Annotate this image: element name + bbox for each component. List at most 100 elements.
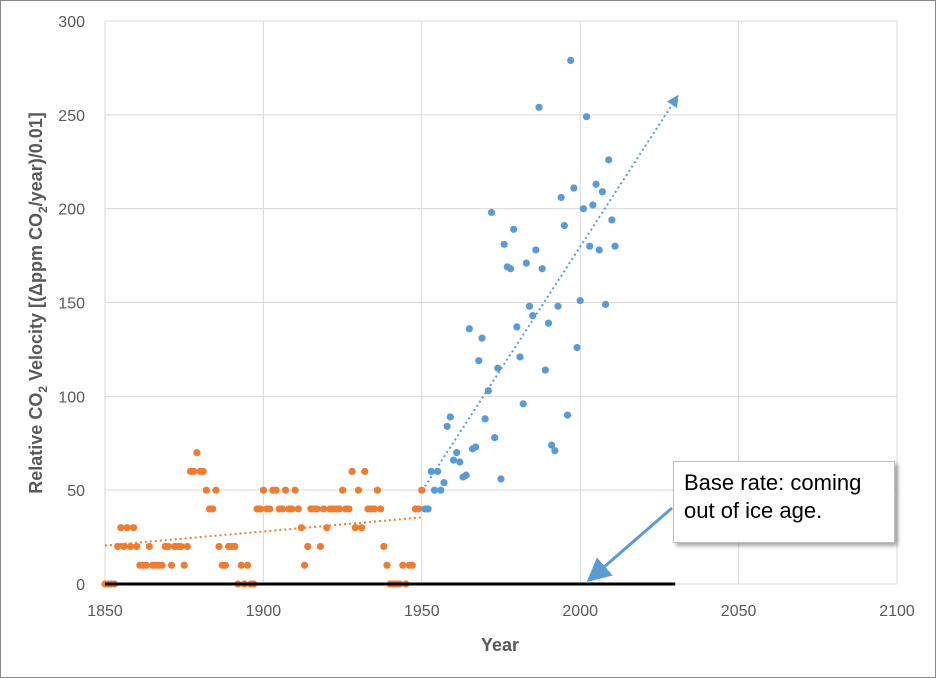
pre1950-point-1937: [377, 505, 385, 513]
y-tick-3: 150: [58, 296, 85, 313]
pre1950-point-1860: [133, 542, 141, 551]
post1950-point-1980: [513, 323, 521, 331]
annotation-arrow-line: [586, 506, 673, 583]
pre1950-point-1930: [354, 486, 363, 494]
y-tick-4: 200: [58, 202, 85, 219]
trendline-pre1950: [104, 516, 422, 547]
pre1950-point-1913: [300, 561, 309, 569]
pre1950-point-1925: [339, 486, 347, 494]
post1950-point-1996: [563, 411, 572, 419]
post1950-point-1978: [506, 265, 515, 273]
post1950-point-1993: [554, 302, 562, 310]
post1950-point-1992: [551, 447, 559, 455]
pre1950-point-1893: [237, 561, 245, 569]
pre1950-point-1874: [177, 542, 185, 551]
pre1950-point-1910: [291, 486, 299, 494]
pre1950-point-1885: [212, 486, 220, 494]
pre1950-point-1924: [335, 505, 344, 513]
pre1950-point-1917: [313, 505, 321, 513]
pre1950-point-1857: [123, 524, 131, 532]
pre1950-point-1919: [319, 505, 328, 513]
post1950-point-1987: [535, 103, 543, 111]
pre1950-point-1918: [316, 542, 325, 551]
post1950-point-2007: [598, 188, 606, 196]
pre1950-point-1882: [202, 486, 210, 494]
pre1950-point-1931: [358, 524, 366, 532]
pre1950-point-1911: [294, 505, 302, 513]
y-tick-0: 0: [76, 577, 85, 594]
x-tick-3: 2000: [562, 603, 598, 620]
post1950-point-1991: [548, 441, 556, 449]
post1950-point-1968: [475, 357, 483, 365]
pre1950-point-1939: [383, 561, 391, 569]
post1950-point-2004: [589, 201, 597, 209]
pre1950-point-1859: [129, 524, 138, 532]
pre1950-point-1927: [345, 505, 353, 513]
pre1950-point-1895: [243, 561, 252, 569]
post1950-point-2008: [601, 300, 610, 308]
y-tick-1: 50: [67, 483, 85, 500]
pre1950-point-1879: [193, 449, 201, 457]
post1950-point-1990: [544, 319, 553, 327]
pre1950-point-1899: [256, 505, 264, 513]
pre1950-point-1864: [145, 542, 153, 551]
pre1950-point-1868: [158, 561, 166, 569]
data-points: [101, 56, 619, 588]
post1950-point-1974: [494, 364, 502, 372]
post1950-point-1959: [446, 413, 454, 421]
post1950-point-1953: [427, 467, 435, 475]
y-axis-title-part-1: Relative CO: [26, 393, 46, 494]
post1950-point-1976: [500, 240, 508, 248]
pre1950-point-1929: [351, 524, 359, 532]
post1950-point-1989: [541, 366, 549, 374]
pre1950-point-1902: [266, 505, 274, 513]
x-axis-title: Year: [481, 635, 519, 655]
post1950-point-2009: [605, 156, 613, 164]
post1950-point-1971: [484, 387, 492, 395]
post1950-point-2003: [586, 242, 594, 250]
trendline-post1950: [424, 94, 679, 487]
pre1950-point-1944: [399, 561, 407, 569]
post1950-point-1973: [491, 434, 499, 442]
post1950-point-1981: [516, 353, 524, 361]
x-tick-4: 2050: [721, 603, 757, 620]
pre1950-point-1909: [288, 505, 296, 513]
post1950-point-2006: [595, 246, 603, 254]
post1950-point-1952: [424, 505, 432, 513]
pre1950-point-1888: [221, 561, 229, 569]
y-axis-title-sub-1: 2: [36, 386, 50, 393]
post1950-point-1984: [525, 302, 534, 310]
pre1950-point-1878: [190, 467, 198, 475]
annotation-callout: Base rate: coming out of ice age.: [673, 461, 895, 543]
pre1950-point-1884: [209, 505, 217, 513]
pre1950-point-1856: [120, 542, 128, 551]
post1950-point-1972: [487, 208, 496, 217]
post1950-point-1961: [453, 449, 461, 457]
y-tick-5: 250: [58, 108, 85, 125]
y-axis-title: Relative CO2 Velocity [(Δppm CO2/year)/0…: [26, 112, 50, 493]
post1950-point-1965: [465, 325, 473, 333]
x-tick-labels: 1850 1900 1950 2000 2050 2100: [87, 603, 915, 620]
pre1950-point-1949: [415, 505, 423, 513]
y-axis-title-part-2: Velocity [(Δppm CO: [26, 213, 46, 386]
pre1950-point-1886: [215, 542, 223, 551]
pre1950-point-1920: [323, 524, 331, 532]
post1950-point-2000: [576, 297, 584, 305]
pre1950-point-1914: [304, 542, 312, 551]
pre1950-point-1904: [272, 486, 280, 494]
post1950-point-1960: [449, 456, 458, 464]
post1950-point-1970: [481, 415, 489, 423]
post1950-point-1967: [472, 443, 480, 451]
post1950-point-1975: [497, 475, 505, 483]
pre1950-point-1935: [370, 505, 378, 513]
pre1950-point-1947: [408, 561, 416, 569]
post1950-point-2005: [592, 180, 600, 188]
post1950-point-2010: [608, 216, 616, 224]
post1950-point-1986: [532, 246, 540, 254]
pre1950-point-1907: [281, 486, 290, 494]
post1950-point-1998: [570, 184, 578, 192]
x-tick-2: 1950: [404, 603, 440, 620]
pre1950-point-1871: [167, 561, 176, 569]
pre1950-point-1875: [180, 561, 188, 569]
pre1950-point-1912: [297, 524, 306, 532]
